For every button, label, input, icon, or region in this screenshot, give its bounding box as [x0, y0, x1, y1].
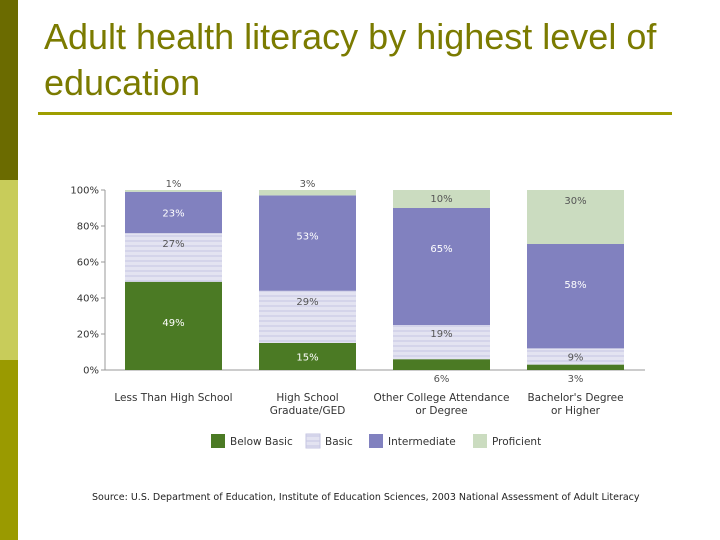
- y-tick-label: 20%: [77, 330, 99, 341]
- data-label-basic: 9%: [568, 352, 584, 363]
- bar-segment-intermediate: [527, 244, 624, 349]
- x-category-label: Other College Attendance: [374, 392, 510, 404]
- bar-segment-below-basic: [259, 343, 356, 370]
- bar-segment-proficient: [125, 190, 222, 192]
- source-note: Source: U.S. Department of Education, In…: [92, 492, 640, 503]
- legend-swatch-proficient: [473, 434, 487, 448]
- bar-segment-proficient: [527, 190, 624, 244]
- y-tick-label: 100%: [70, 186, 99, 197]
- x-category-label: Less Than High School: [114, 392, 232, 404]
- bar-segment-below-basic: [125, 281, 222, 370]
- data-label-below-basic: 49%: [162, 318, 184, 329]
- legend-label-below-basic: Below Basic: [230, 436, 293, 448]
- data-label-below-basic: 3%: [568, 374, 584, 385]
- bar-segment-proficient: [393, 190, 490, 208]
- data-label-proficient: 3%: [300, 179, 316, 190]
- y-tick-label: 40%: [77, 294, 99, 305]
- decorative-side-bar-middle: [0, 180, 18, 360]
- y-tick-label: 80%: [77, 222, 99, 233]
- decorative-side-bar-bottom: [0, 360, 18, 540]
- decorative-side-bar-top: [0, 0, 18, 180]
- bar-segment-basic: [527, 348, 624, 365]
- bar-segment-basic: [393, 325, 490, 360]
- bar-segment-intermediate: [259, 195, 356, 291]
- legend-swatch-intermediate: [369, 434, 383, 448]
- x-category-label: or Higher: [551, 405, 601, 417]
- data-label-proficient: 10%: [430, 194, 452, 205]
- data-label-below-basic: 15%: [296, 353, 318, 364]
- x-category-label: or Degree: [415, 405, 467, 417]
- title-underline: [38, 112, 672, 115]
- bar-segment-proficient: [259, 190, 356, 196]
- data-label-intermediate: 23%: [162, 209, 184, 220]
- x-category-label: Graduate/GED: [270, 405, 346, 417]
- data-label-proficient: 1%: [166, 179, 182, 190]
- bar-segment-basic: [259, 290, 356, 343]
- legend-label-intermediate: Intermediate: [388, 436, 456, 448]
- data-label-below-basic: 6%: [434, 374, 450, 385]
- bar-segment-intermediate: [125, 191, 222, 234]
- data-label-basic: 19%: [430, 329, 452, 340]
- y-tick-label: 60%: [77, 258, 99, 269]
- data-label-proficient: 30%: [564, 196, 586, 207]
- y-tick-label: 0%: [83, 366, 99, 377]
- data-label-intermediate: 65%: [430, 244, 452, 255]
- data-label-intermediate: 58%: [564, 280, 586, 291]
- bar-segment-intermediate: [393, 208, 490, 325]
- legend-swatch-basic: [305, 433, 321, 449]
- slide-title: Adult health literacy by highest level o…: [44, 16, 657, 103]
- data-label-intermediate: 53%: [296, 231, 318, 242]
- bar-segment-below-basic: [393, 359, 490, 370]
- x-category-label: High School: [276, 392, 338, 404]
- bar-segment-below-basic: [527, 364, 624, 370]
- data-label-basic: 27%: [162, 239, 184, 250]
- legend-swatch-below-basic: [211, 434, 225, 448]
- legend-label-proficient: Proficient: [492, 436, 541, 448]
- bar-segment-basic: [125, 233, 222, 282]
- x-category-label: Bachelor's Degree: [527, 392, 623, 404]
- legend-label-basic: Basic: [325, 436, 353, 448]
- data-label-basic: 29%: [296, 297, 318, 308]
